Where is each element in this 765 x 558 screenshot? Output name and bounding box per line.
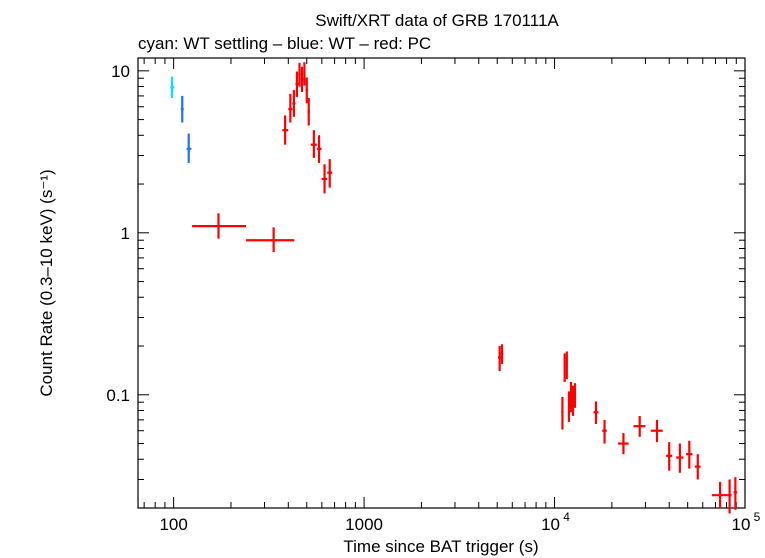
- series-wt-settling: [170, 76, 175, 98]
- data-point: [685, 440, 693, 469]
- chart-title: Swift/XRT data of GRB 170111A: [315, 11, 559, 30]
- series-pc: [192, 62, 738, 514]
- data-point: [327, 159, 333, 188]
- data-point: [563, 353, 566, 382]
- data-point: [602, 419, 607, 444]
- y-tick-label: 1: [121, 224, 130, 243]
- x-tick-label: 10: [541, 515, 560, 534]
- x-tick-label: 10: [732, 515, 751, 534]
- y-tick-label: 0.1: [106, 386, 130, 405]
- x-axis-tick-labels: 100 1000 10 4 10 5: [159, 510, 760, 534]
- y-tick-label: 10: [111, 62, 130, 81]
- data-point: [310, 130, 317, 158]
- data-point: [498, 346, 502, 372]
- data-point: [666, 442, 673, 471]
- data-point: [180, 95, 184, 123]
- data-point: [676, 443, 684, 473]
- chart-subtitle: cyan: WT settling – blue: WT – red: PC: [138, 34, 431, 53]
- data-series: [170, 62, 738, 514]
- x-tick-label: 1000: [345, 515, 383, 534]
- data-point: [298, 62, 301, 87]
- data-point: [650, 419, 663, 443]
- data-point: [567, 391, 571, 422]
- y-axis-ticks: [138, 70, 745, 509]
- data-point: [307, 97, 310, 126]
- data-point: [246, 227, 295, 253]
- data-point: [316, 135, 322, 163]
- data-point: [569, 381, 573, 413]
- data-point: [282, 115, 289, 145]
- data-point: [571, 385, 575, 416]
- x-axis-label: Time since BAT trigger (s): [343, 537, 538, 556]
- y-axis-label: Count Rate (0.3–10 keV) (s⁻¹): [37, 169, 56, 396]
- data-point: [727, 479, 732, 514]
- data-point: [733, 477, 738, 510]
- data-point: [192, 213, 247, 239]
- data-point: [305, 77, 309, 104]
- data-point: [321, 164, 328, 194]
- data-point: [711, 481, 728, 508]
- data-point: [288, 93, 293, 123]
- data-point: [292, 90, 296, 117]
- data-point: [170, 76, 175, 98]
- data-point: [186, 133, 192, 163]
- x-axis-ticks: [143, 58, 746, 508]
- y-axis-tick-labels: 0.1 1 10: [106, 62, 130, 405]
- data-point: [573, 383, 577, 408]
- data-point: [295, 71, 299, 97]
- data-point: [500, 344, 504, 364]
- data-point: [561, 396, 564, 430]
- plot-frame: [137, 57, 746, 509]
- data-point: [617, 433, 629, 455]
- series-wt: [180, 95, 192, 163]
- plot-border: [137, 57, 746, 509]
- x-tick-label: 100: [159, 515, 187, 534]
- data-point: [694, 454, 701, 480]
- data-point: [565, 351, 568, 380]
- data-point: [300, 66, 304, 93]
- x-tick-label-exponent: 4: [563, 510, 570, 524]
- data-point: [593, 401, 599, 425]
- x-tick-label-exponent: 5: [754, 510, 761, 524]
- data-point: [303, 62, 306, 86]
- data-point: [633, 415, 646, 437]
